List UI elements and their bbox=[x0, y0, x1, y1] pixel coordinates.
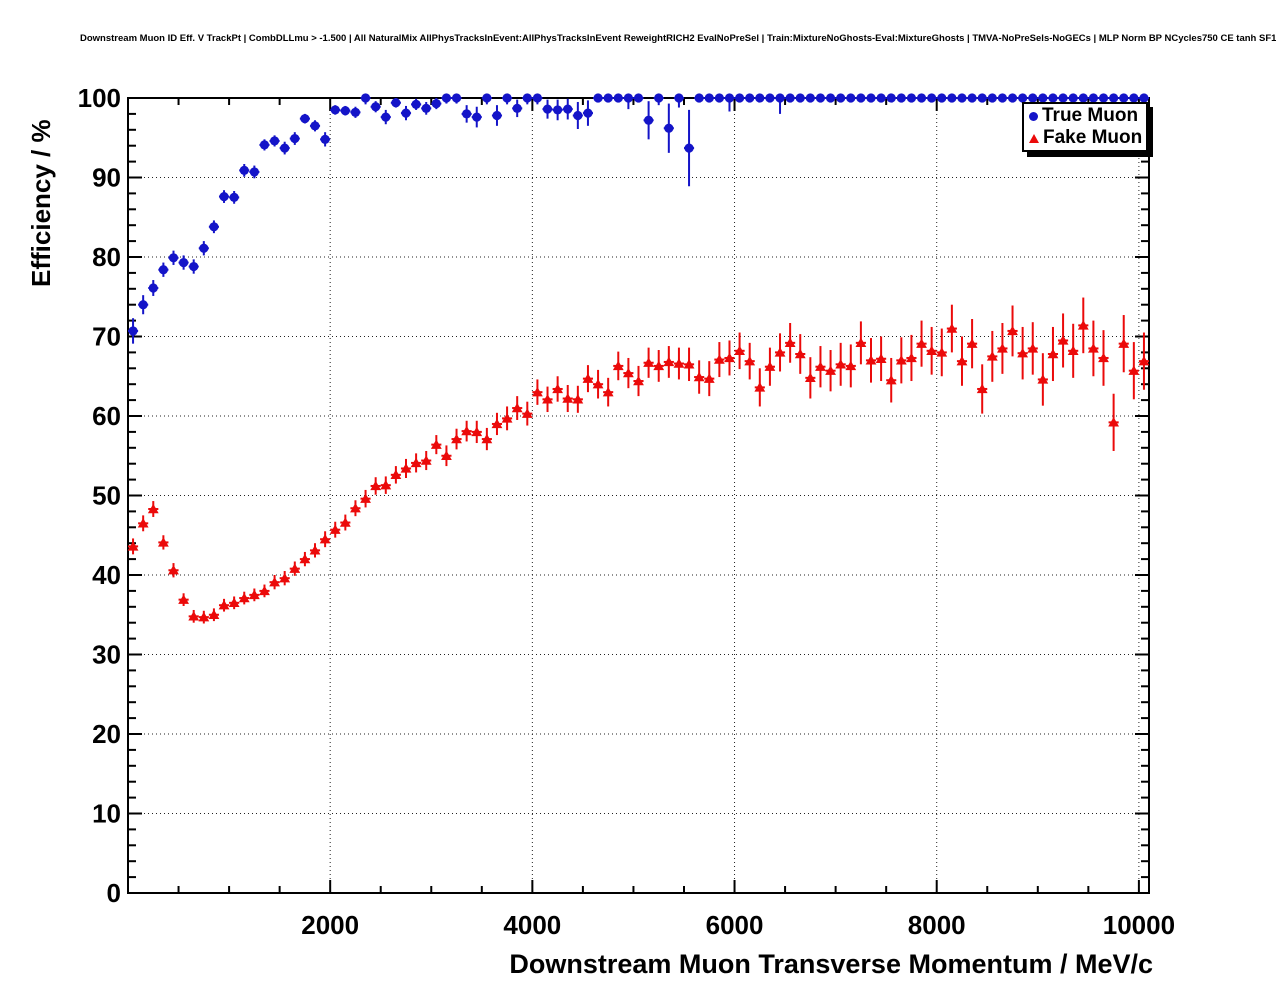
y-tick-label: 80 bbox=[92, 242, 121, 272]
y-tick-label: 30 bbox=[92, 640, 121, 670]
legend-item-true-muon: True Muon bbox=[1024, 106, 1146, 126]
series-true-muon bbox=[128, 93, 1149, 344]
y-tick-label: 0 bbox=[107, 878, 121, 908]
y-tick-label: 20 bbox=[92, 719, 121, 749]
y-tick-label: 70 bbox=[92, 322, 121, 352]
legend: True Muon Fake Muon bbox=[1022, 102, 1148, 152]
x-tick-label: 8000 bbox=[908, 910, 966, 940]
series-fake-muon bbox=[127, 297, 1150, 624]
true-muon-marker-icon bbox=[1029, 111, 1038, 121]
x-tick-label: 6000 bbox=[706, 910, 764, 940]
y-tick-label: 50 bbox=[92, 481, 121, 511]
y-tick-label: 10 bbox=[92, 799, 121, 829]
legend-item-fake-muon: Fake Muon bbox=[1024, 128, 1146, 148]
x-tick-label: 2000 bbox=[301, 910, 359, 940]
legend-label-true-muon: True Muon bbox=[1042, 105, 1139, 126]
y-tick-label: 60 bbox=[92, 401, 121, 431]
x-tick-label: 4000 bbox=[503, 910, 561, 940]
legend-label-fake-muon: Fake Muon bbox=[1043, 127, 1143, 148]
plot-title: Downstream Muon ID Eff. V TrackPt | Comb… bbox=[80, 33, 1276, 44]
plot-border bbox=[127, 97, 1150, 894]
y-tick-label: 100 bbox=[78, 83, 121, 113]
axis-ticks bbox=[128, 97, 1149, 894]
gridlines bbox=[128, 98, 1149, 893]
x-axis-title: Downstream Muon Transverse Momentum / Me… bbox=[509, 949, 1153, 979]
y-tick-label: 40 bbox=[92, 560, 121, 590]
fake-muon-marker-icon bbox=[1029, 133, 1039, 143]
y-tick-label: 90 bbox=[92, 163, 121, 193]
x-tick-label: 10000 bbox=[1103, 910, 1175, 940]
